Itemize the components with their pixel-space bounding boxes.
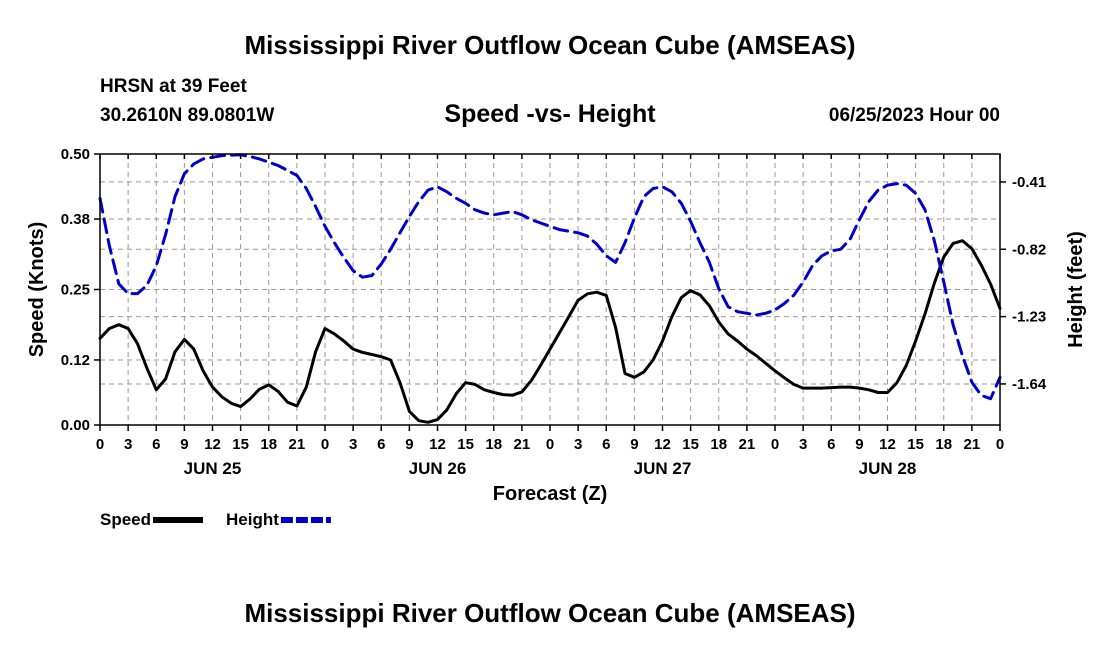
- speed-series-line: [98, 239, 1002, 424]
- x-tick-label: 0: [546, 436, 554, 453]
- y2-tick-label: -1.23: [1012, 309, 1046, 326]
- axes: 0 3 6 9 12 15 18 21 0 3 6 9 12 15 18 21 0 3 6 9 12 15 18 21 0 3 6 9…: [61, 146, 1047, 478]
- x-tick-label: 6: [602, 436, 610, 453]
- x-tick-label: 6: [152, 436, 160, 453]
- x-day-label: JUN 26: [409, 459, 467, 478]
- y2-tick-label: -0.82: [1012, 241, 1046, 258]
- x-tick-label: 18: [935, 436, 952, 453]
- x-tick-label: 21: [739, 436, 756, 453]
- x-tick-label: 18: [710, 436, 727, 453]
- x-tick-label: 3: [349, 436, 357, 453]
- x-tick-label: 15: [457, 436, 474, 453]
- x-tick-label: 9: [855, 436, 863, 453]
- x-tick-label: 15: [907, 436, 924, 453]
- x-tick-label: 12: [654, 436, 671, 453]
- x-tick-label: 12: [204, 436, 221, 453]
- x-tick-label: 18: [485, 436, 502, 453]
- height-series-line: [98, 153, 1002, 401]
- y-axis-title: Speed (Knots): [26, 222, 48, 358]
- x-axis-title: Forecast (Z): [493, 483, 607, 505]
- main-title: Mississippi River Outflow Ocean Cube (AM…: [244, 30, 856, 60]
- x-tick-label: 12: [879, 436, 896, 453]
- legend: Speed Height: [100, 510, 331, 529]
- x-tick-label: 12: [429, 436, 446, 453]
- height-legend-label: Height: [226, 510, 279, 529]
- chart-title: Speed -vs- Height: [444, 100, 656, 128]
- footer-title: Mississippi River Outflow Ocean Cube (AM…: [244, 598, 856, 628]
- x-tick-label: 21: [514, 436, 531, 453]
- x-day-label: JUN 25: [184, 459, 242, 478]
- x-tick-label: 15: [682, 436, 699, 453]
- coordinates-label: 30.2610N 89.0801W: [100, 105, 275, 126]
- station-label: HRSN at 39 Feet: [100, 76, 247, 97]
- x-day-label: JUN 28: [859, 459, 917, 478]
- x-tick-label: 0: [96, 436, 104, 453]
- y2-tick-label: -1.64: [1012, 376, 1047, 393]
- y-tick-label: 0.50: [61, 146, 90, 163]
- x-tick-label: 15: [232, 436, 249, 453]
- x-tick-label: 6: [377, 436, 385, 453]
- x-tick-label: 0: [771, 436, 779, 453]
- y-tick-label: 0.12: [61, 352, 90, 369]
- y2-tick-label: -0.41: [1012, 174, 1046, 191]
- x-tick-label: 18: [260, 436, 277, 453]
- x-tick-label: 9: [180, 436, 188, 453]
- x-tick-label: 21: [289, 436, 306, 453]
- y-tick-label: 0.38: [61, 211, 90, 228]
- x-tick-label: 3: [574, 436, 582, 453]
- x-tick-label: 0: [321, 436, 329, 453]
- x-tick-label: 3: [799, 436, 807, 453]
- y-tick-label: 0.25: [61, 282, 90, 299]
- grid: [100, 154, 1000, 425]
- y2-axis-title: Height (feet): [1065, 231, 1087, 348]
- series-layer: [98, 153, 1002, 424]
- y-tick-label: 0.00: [61, 417, 90, 434]
- x-tick-label: 9: [405, 436, 413, 453]
- speed-legend-label: Speed: [100, 510, 151, 529]
- x-tick-label: 21: [964, 436, 981, 453]
- x-day-label: JUN 27: [634, 459, 692, 478]
- x-tick-label: 6: [827, 436, 835, 453]
- forecast-date-label: 06/25/2023 Hour 00: [828, 105, 1000, 126]
- x-tick-label: 9: [630, 436, 638, 453]
- x-tick-label: 3: [124, 436, 132, 453]
- x-tick-label: 0: [996, 436, 1004, 453]
